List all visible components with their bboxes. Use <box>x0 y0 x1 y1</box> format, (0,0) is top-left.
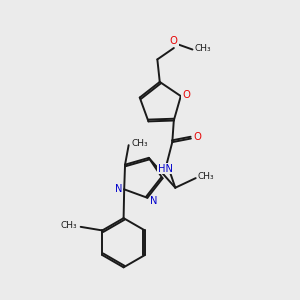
Text: CH₃: CH₃ <box>198 172 214 181</box>
Text: HN: HN <box>158 164 173 173</box>
Text: CH₃: CH₃ <box>195 44 211 52</box>
Text: N: N <box>115 184 122 194</box>
Text: CH₃: CH₃ <box>132 139 148 148</box>
Text: N: N <box>150 196 158 206</box>
Text: O: O <box>170 36 178 46</box>
Text: O: O <box>193 132 201 142</box>
Text: CH₃: CH₃ <box>61 221 78 230</box>
Text: O: O <box>182 90 190 100</box>
